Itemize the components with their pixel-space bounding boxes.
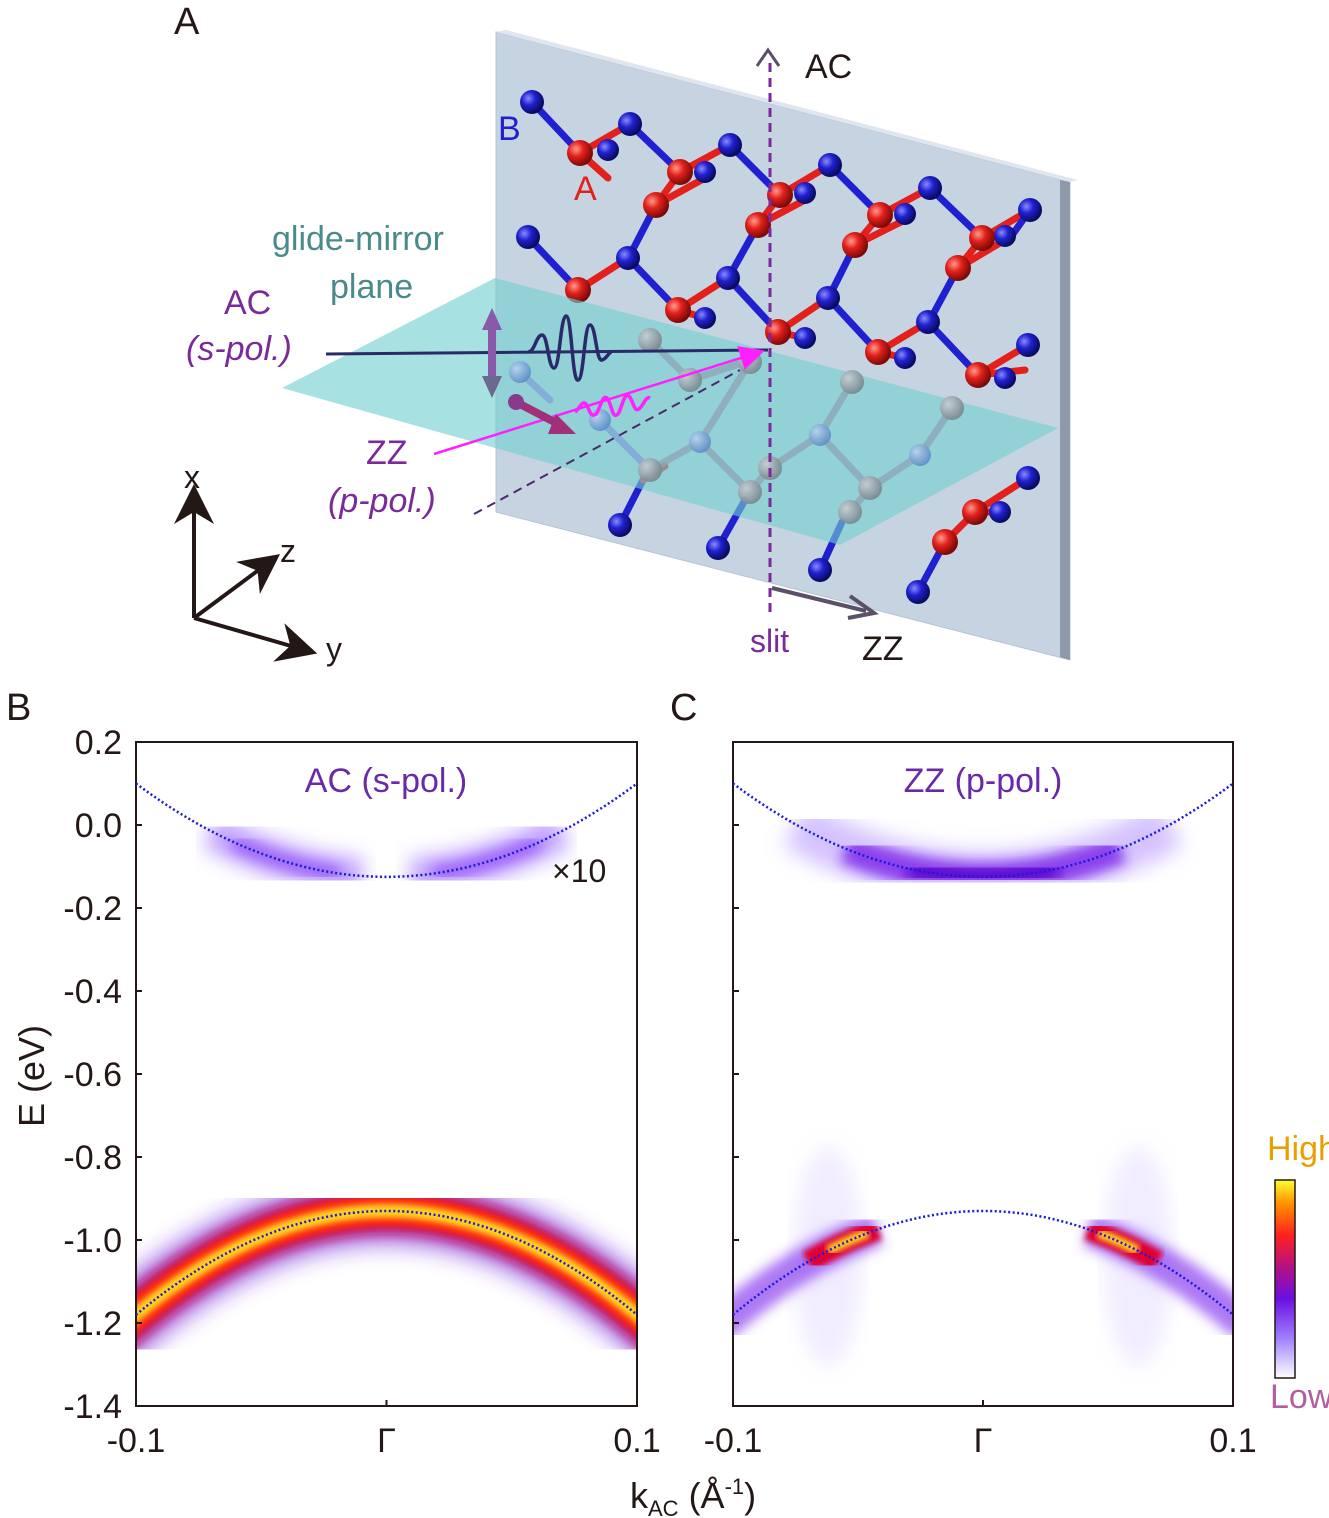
y-axis-label: E (eV) bbox=[11, 1025, 52, 1127]
s-pol-arrow-up bbox=[482, 308, 502, 330]
x-axis-label-main: k bbox=[630, 1475, 649, 1516]
zz-wave bbox=[573, 393, 651, 418]
colorbar: High Low bbox=[1267, 1130, 1329, 1416]
panel-b-fits bbox=[135, 782, 638, 1316]
panel-b-intensity bbox=[136, 815, 637, 1363]
ac-pol-line2: (s-pol.) bbox=[186, 330, 292, 368]
x-tick-label: Γ bbox=[377, 1422, 396, 1460]
coord-z-label: z bbox=[280, 533, 296, 569]
coord-y-label: y bbox=[326, 631, 342, 667]
zz-arrow-head bbox=[847, 594, 879, 620]
panel-b-label: B bbox=[6, 687, 31, 729]
x-axis-label-sub: AC bbox=[648, 1496, 679, 1518]
atom-b-label: B bbox=[498, 110, 521, 148]
ac-pol-line1: AC bbox=[224, 284, 271, 322]
colorbar-gradient bbox=[1274, 1179, 1296, 1379]
coord-x-label: x bbox=[184, 459, 200, 495]
panel-c-title-text: ZZ (p-pol.) bbox=[904, 762, 1063, 800]
colorbar-low-label: Low bbox=[1270, 1378, 1329, 1416]
panel-b: B 0.2 0.0 -0.2 -0.4 -0.6 -0.8 -1.0 -1.2 -1.4 -0.… bbox=[6, 687, 661, 1460]
y-tick-label: -0.6 bbox=[63, 1056, 122, 1094]
panel-b-heatmap bbox=[136, 815, 637, 1363]
ac-wave bbox=[527, 314, 613, 382]
zz-axis-label: ZZ bbox=[862, 630, 904, 668]
conduction-fit-line bbox=[732, 782, 1234, 879]
slit-label: slit bbox=[750, 623, 789, 659]
panel-b-title: AC (s-pol.) bbox=[305, 762, 467, 800]
crystal-plane-edge bbox=[1060, 180, 1070, 660]
conduction-fit-line bbox=[135, 782, 638, 879]
atom-a-label: A bbox=[574, 170, 597, 208]
zz-beam-dashed bbox=[473, 369, 741, 515]
conduction-lobe-core-0 bbox=[230, 834, 341, 882]
panel-b-xaxis: -0.1 Γ 0.1 bbox=[107, 1400, 661, 1460]
p-pol-arrow-tail bbox=[508, 394, 524, 410]
panel-c-xaxis: -0.1 Γ 0.1 bbox=[704, 1400, 1257, 1460]
panel-a: A bbox=[174, 1, 1078, 668]
panel-c-intensity bbox=[733, 802, 1233, 1367]
x-tick-label: -0.1 bbox=[704, 1422, 763, 1460]
crystal-plane-top bbox=[496, 30, 1078, 182]
glide-label-line2: plane bbox=[330, 268, 413, 306]
valence-fit-line bbox=[732, 1209, 1234, 1316]
y-tick-label: -1.0 bbox=[63, 1222, 122, 1260]
panel-b-yaxis: 0.2 0.0 -0.2 -0.4 -0.6 -0.8 -1.0 -1.2 -1.4 bbox=[63, 724, 142, 1426]
glide-label-line1: glide-mirror bbox=[272, 220, 444, 258]
zz-arrow bbox=[771, 586, 867, 613]
y-tick-label: -1.4 bbox=[63, 1388, 122, 1426]
x-tick-label: 0.1 bbox=[613, 1422, 660, 1460]
atoms-lower bbox=[608, 466, 1040, 604]
x-tick-label: 0.1 bbox=[1209, 1422, 1256, 1460]
zz-pol-line2: (p-pol.) bbox=[328, 482, 436, 520]
panel-c: C -0.1 Γ 0.1 ZZ (p-pol.) bbox=[670, 687, 1257, 1460]
coord-axes bbox=[174, 484, 318, 662]
panel-b-title-text: AC (s-pol.) bbox=[305, 762, 467, 800]
s-pol-arrow-down bbox=[482, 376, 502, 398]
x-tick-label: Γ bbox=[974, 1422, 993, 1460]
y-tick-label: -0.8 bbox=[63, 1139, 122, 1177]
y-tick-label: 0.0 bbox=[75, 807, 122, 845]
y-tick-label: -0.2 bbox=[63, 890, 122, 928]
p-pol-arrow-head bbox=[548, 414, 576, 434]
colorbar-high-label: High bbox=[1267, 1130, 1329, 1168]
ac-axis-label: AC bbox=[805, 48, 852, 86]
valence-fit-line bbox=[135, 1209, 638, 1316]
scale-note: ×10 bbox=[552, 853, 606, 889]
x-axis-label-unit-close: ) bbox=[744, 1475, 756, 1516]
ac-arrow-head bbox=[755, 47, 781, 67]
y-tick-label: -0.4 bbox=[63, 973, 122, 1011]
y-tick-label: -1.2 bbox=[63, 1305, 122, 1343]
panel-c-label: C bbox=[670, 687, 697, 729]
atoms-upper bbox=[516, 90, 1042, 389]
panel-c-title: ZZ (p-pol.) bbox=[904, 762, 1063, 800]
x-axis-label-unit-open: (Å bbox=[679, 1475, 725, 1516]
panel-c-fits bbox=[732, 782, 1234, 1316]
x-axis-label-unit-sup: -1 bbox=[725, 1474, 745, 1499]
y-tick-label: 0.2 bbox=[75, 724, 122, 762]
panel-a-label: A bbox=[174, 1, 200, 43]
zz-pol-line1: ZZ bbox=[366, 434, 408, 472]
x-axis-label: kAC (Å-1) bbox=[630, 1474, 756, 1518]
zz-beam bbox=[433, 346, 765, 456]
panel-c-heatmap bbox=[733, 802, 1233, 1367]
x-tick-label: -0.1 bbox=[107, 1422, 166, 1460]
